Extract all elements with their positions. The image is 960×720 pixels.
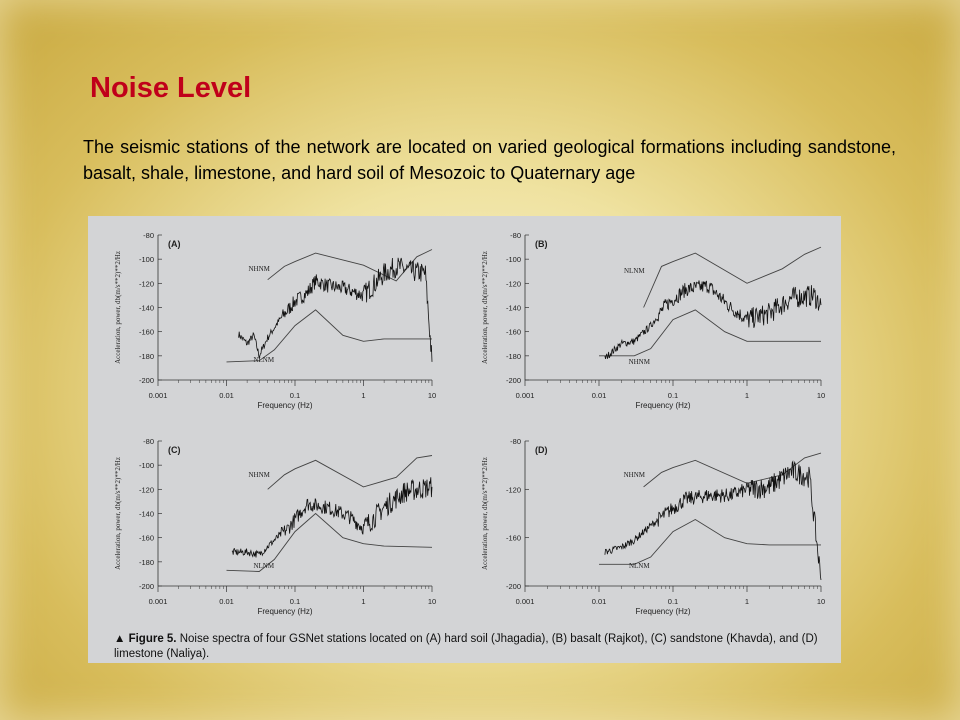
x-tick-label: 10 xyxy=(428,597,436,606)
panel-label: (D) xyxy=(535,445,548,455)
x-tick-label: 10 xyxy=(817,391,825,400)
y-tick-label: -180 xyxy=(506,352,521,361)
y-tick-label: -200 xyxy=(506,376,521,385)
spectrum-panel-1: -80 -100 -120 -140 -160 -180 -200 0.001 0.01 0.1 1… xyxy=(114,231,436,410)
x-tick-label: 10 xyxy=(817,597,825,606)
y-tick-label: -180 xyxy=(139,558,154,567)
slide-body-text: The seismic stations of the network are … xyxy=(83,137,896,183)
model-label-lower: NLNM xyxy=(253,562,274,570)
y-axis-label: Acceleration, power, db(m/s**2)**2/Hz xyxy=(481,457,489,570)
nhnm-curve xyxy=(643,452,822,488)
y-tick-label: -80 xyxy=(143,437,154,446)
figure-caption-label: ▲ Figure 5. xyxy=(114,633,177,645)
nlnm-curve xyxy=(226,512,433,572)
y-tick-label: -200 xyxy=(139,376,154,385)
station-spectrum-trace xyxy=(231,477,433,558)
x-tick-label: 0.001 xyxy=(149,391,168,400)
y-tick-label: -200 xyxy=(139,582,154,591)
panel-label: (A) xyxy=(168,239,181,249)
model-label-lower: NLNM xyxy=(253,356,274,364)
y-axis-label: Acceleration, power, db(m/s**2)**2/Hz xyxy=(481,251,489,364)
panel-label: (C) xyxy=(168,445,181,455)
y-tick-label: -140 xyxy=(506,304,521,313)
station-spectrum-trace xyxy=(604,280,822,359)
y-tick-label: -140 xyxy=(139,304,154,313)
y-tick-label: -120 xyxy=(139,279,154,288)
x-axis-label: Frequency (Hz) xyxy=(635,607,690,616)
model-label-lower: NHNM xyxy=(629,358,651,366)
x-tick-label: 1 xyxy=(745,391,749,400)
x-tick-label: 0.001 xyxy=(516,391,535,400)
y-tick-label: -140 xyxy=(139,510,154,519)
nlnm-curve xyxy=(226,309,432,363)
x-tick-label: 0.1 xyxy=(290,391,300,400)
model-label-upper: NHNM xyxy=(624,471,646,479)
slide-title: Noise Level xyxy=(90,72,252,104)
x-tick-label: 1 xyxy=(745,597,749,606)
figure-panel: -80 -100 -120 -140 -160 -180 -200 0.001 0.01 0.1 1… xyxy=(88,216,841,663)
nlnm-curve xyxy=(599,309,821,357)
x-tick-label: 0.001 xyxy=(149,597,168,606)
x-tick-label: 0.01 xyxy=(592,391,607,400)
station-spectrum-trace xyxy=(238,257,433,362)
y-axis-label: Acceleration, power, db(m/s**2)**2/Hz xyxy=(114,251,122,364)
x-axis-label: Frequency (Hz) xyxy=(635,401,690,410)
x-tick-label: 0.001 xyxy=(516,597,535,606)
figure-caption: ▲ Figure 5. Noise spectra of four GSNet … xyxy=(114,632,834,662)
y-tick-label: -160 xyxy=(139,328,154,337)
station-spectrum-trace xyxy=(604,460,822,581)
y-tick-label: -160 xyxy=(506,534,521,543)
y-tick-label: -100 xyxy=(139,255,154,264)
x-tick-label: 1 xyxy=(361,391,365,400)
x-tick-label: 0.1 xyxy=(668,391,678,400)
y-tick-label: -120 xyxy=(139,485,154,494)
model-label-upper: NLNM xyxy=(624,267,645,275)
x-tick-label: 1 xyxy=(361,597,365,606)
y-tick-label: -200 xyxy=(506,582,521,591)
x-tick-label: 10 xyxy=(428,391,436,400)
x-tick-label: 0.01 xyxy=(592,597,607,606)
y-tick-label: -100 xyxy=(139,461,154,470)
y-tick-label: -180 xyxy=(139,352,154,361)
y-tick-label: -80 xyxy=(143,231,154,240)
y-tick-label: -100 xyxy=(506,255,521,264)
y-axis-label: Acceleration, power, db(m/s**2)**2/Hz xyxy=(114,457,122,570)
spectrum-panel-4: -80 -120 -160 -200 0.001 0.01 0.1 1 10 Frequency … xyxy=(481,437,825,616)
y-tick-label: -160 xyxy=(506,328,521,337)
model-label-lower: NLNM xyxy=(629,562,650,570)
panel-label: (B) xyxy=(535,239,548,249)
x-tick-label: 0.1 xyxy=(668,597,678,606)
figure-caption-text: Noise spectra of four GSNet stations loc… xyxy=(114,633,818,660)
nhnm-curve xyxy=(643,246,822,308)
nlnm-curve xyxy=(599,518,821,565)
x-axis-label: Frequency (Hz) xyxy=(257,607,312,616)
y-tick-label: -120 xyxy=(506,485,521,494)
y-tick-label: -160 xyxy=(139,534,154,543)
spectrum-panel-3: -80 -100 -120 -140 -160 -180 -200 0.001 0.01 0.1 1… xyxy=(114,437,436,616)
model-label-upper: NHNM xyxy=(248,471,270,479)
noise-spectra-figure: -80 -100 -120 -140 -160 -180 -200 0.001 0.01 0.1 1… xyxy=(114,231,825,616)
spectrum-panel-2: -80 -100 -120 -140 -160 -180 -200 0.001 0.01 0.1 1… xyxy=(481,231,825,410)
y-tick-label: -80 xyxy=(510,231,521,240)
model-label-upper: NHNM xyxy=(248,265,270,273)
x-axis-label: Frequency (Hz) xyxy=(257,401,312,410)
y-tick-label: -120 xyxy=(506,279,521,288)
nhnm-curve xyxy=(267,455,433,490)
x-tick-label: 0.01 xyxy=(219,391,234,400)
x-tick-label: 0.01 xyxy=(219,597,234,606)
y-tick-label: -80 xyxy=(510,437,521,446)
x-tick-label: 0.1 xyxy=(290,597,300,606)
